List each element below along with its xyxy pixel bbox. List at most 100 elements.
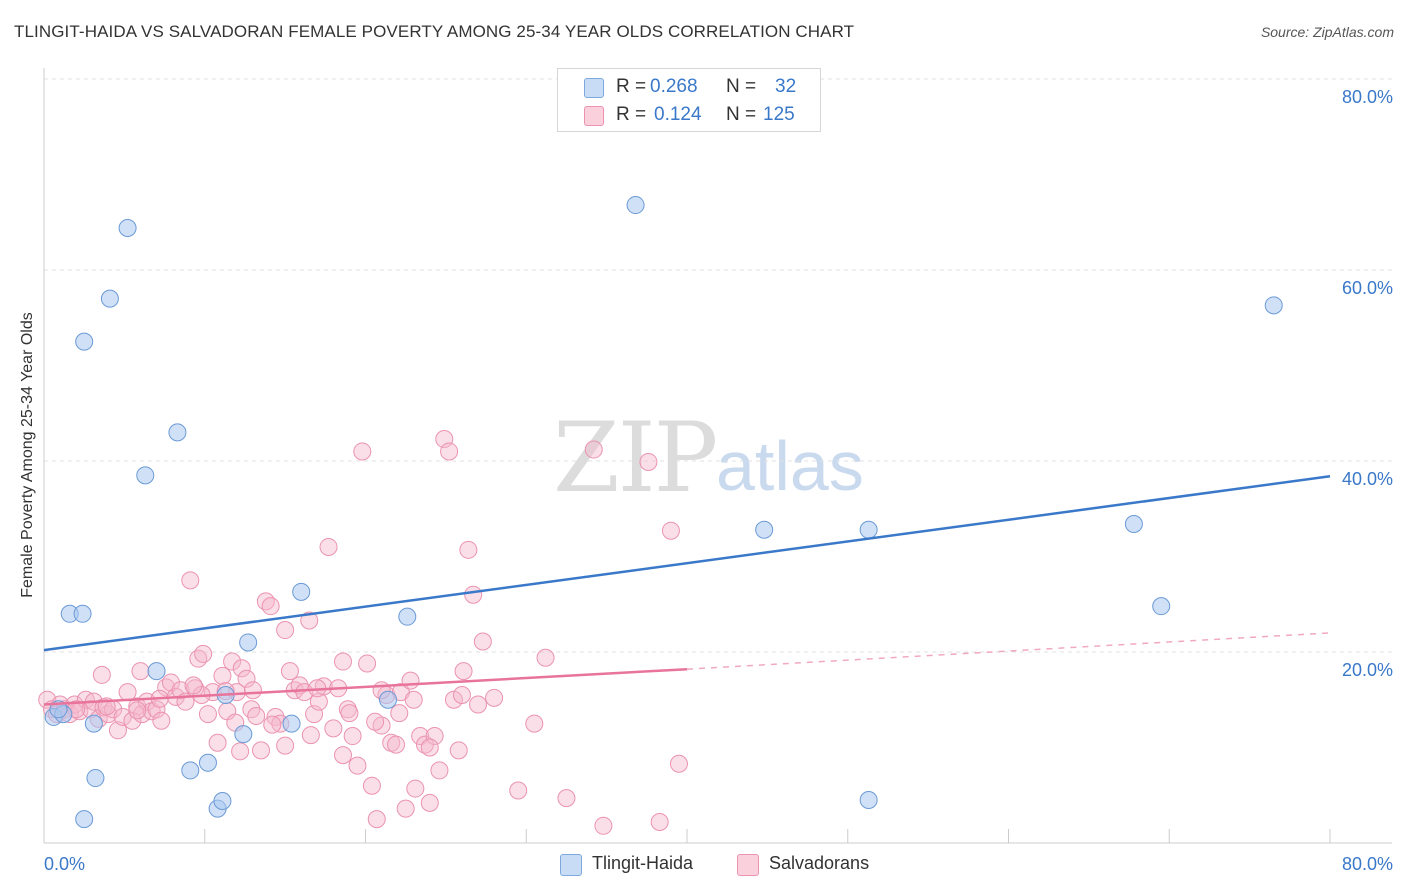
salvadorans-point <box>485 688 504 707</box>
tlingit-haida-point <box>75 810 94 829</box>
salvadorans-point <box>464 585 483 604</box>
y-tick-label: 80.0% <box>1342 87 1393 107</box>
salvadorans-point <box>536 648 555 667</box>
salvadorans-point <box>509 781 528 800</box>
salvadorans-point <box>256 592 275 611</box>
salvadorans-point <box>237 669 256 688</box>
salvadorans-point <box>362 776 381 795</box>
tlingit-haida-point <box>213 791 232 810</box>
chart-title: TLINGIT-HAIDA VS SALVADORAN FEMALE POVER… <box>14 22 855 41</box>
bottom-legend-label: Tlingit-Haida <box>592 853 694 873</box>
legend-r-value: 0.124 <box>654 104 702 125</box>
tlingit-haida-point <box>755 520 774 539</box>
tlingit-haida-point <box>859 520 878 539</box>
salvadorans-point <box>123 711 142 730</box>
salvadorans-point <box>411 727 430 746</box>
bottom-legend-label: Salvadorans <box>769 853 870 873</box>
salvadorans-point <box>390 704 409 723</box>
tlingit-haida-point <box>73 604 92 623</box>
source-credit: Source: ZipAtlas.com <box>1260 24 1394 40</box>
y-axis-label: Female Poverty Among 25-34 Year Olds <box>19 312 36 598</box>
salvadorans-point <box>525 714 544 733</box>
tlingit-haida-point <box>239 633 258 652</box>
salvadorans-point <box>184 676 203 695</box>
salvadorans-point <box>261 597 280 616</box>
salvadorans-point <box>198 705 217 724</box>
salvadorans-point <box>401 671 420 690</box>
salvadorans-point <box>454 662 473 681</box>
salvadorans-point <box>118 683 137 702</box>
salvadorans-point <box>343 727 362 746</box>
axes <box>43 68 1392 844</box>
tlingit-haida-point <box>75 332 94 351</box>
salvadorans-point <box>300 611 319 630</box>
salvadorans-point <box>128 701 147 720</box>
salvadorans-point <box>387 735 406 754</box>
salvadorans-point <box>276 736 295 755</box>
bottom-legend-swatch-pink <box>737 854 759 876</box>
salvadorans-point <box>319 537 338 556</box>
salvadorans-point <box>333 746 352 765</box>
legend-n-value: 32 <box>775 76 797 97</box>
salvadorans-point <box>430 761 449 780</box>
salvadorans-point <box>367 810 386 829</box>
x-tick-label-min: 0.0% <box>44 854 85 874</box>
tlingit-haida-point <box>1124 515 1143 534</box>
legend-row-salvadorans: R = 0.124 N = 125 <box>558 101 820 129</box>
tlingit-haida-point <box>181 761 200 780</box>
salvadorans-point <box>420 793 439 812</box>
legend: R = 0.268 N = 32 R = 0.124 N = 125 <box>557 68 821 132</box>
salvadorans-point <box>473 632 492 651</box>
salvadorans-point <box>420 738 439 757</box>
salvadorans-point <box>557 789 576 808</box>
salvadorans-point <box>452 685 471 704</box>
tlingit-haida-points <box>44 196 1283 829</box>
salvadorans-point <box>161 673 180 692</box>
salvadorans-point <box>194 644 213 663</box>
salvadorans-point <box>650 812 669 831</box>
tlingit-haida-point <box>168 423 187 442</box>
salvadorans-point <box>263 715 282 734</box>
salvadorans-point <box>594 816 613 835</box>
salvadorans-point <box>324 719 343 738</box>
tlingit-haida-point <box>118 218 137 237</box>
salvadorans-trend-line <box>43 667 688 706</box>
salvadorans-point <box>108 721 127 740</box>
legend-swatch-blue <box>584 78 604 98</box>
salvadorans-point <box>406 779 425 798</box>
tlingit-haida-point <box>282 714 301 733</box>
legend-n-label: N = <box>726 104 757 125</box>
legend-r-value: 0.268 <box>650 76 698 97</box>
salvadorans-point <box>280 662 299 681</box>
tlingit-haida-point <box>1264 296 1283 315</box>
legend-row-tlingit-haida: R = 0.268 N = 32 <box>558 73 820 101</box>
legend-r-label: R = <box>616 76 647 97</box>
tlingit-haida-point <box>84 714 103 733</box>
y-tick-label: 60.0% <box>1342 278 1393 298</box>
y-tick-label: 40.0% <box>1342 469 1393 489</box>
salvadorans-point <box>348 756 367 775</box>
salvadorans-point <box>223 652 242 671</box>
salvadorans-point <box>333 652 352 671</box>
tlingit-haida-point <box>234 725 253 744</box>
salvadorans-point <box>152 711 171 730</box>
salvadorans-point <box>92 665 111 684</box>
salvadorans-point <box>366 712 385 731</box>
salvadorans-point <box>131 662 150 681</box>
salvadorans-point <box>584 440 603 459</box>
salvadorans-point <box>353 442 372 461</box>
salvadorans-point <box>247 706 266 725</box>
tlingit-haida-point <box>136 466 155 485</box>
salvadorans-point <box>208 733 227 752</box>
tlingit-haida-point <box>86 769 105 788</box>
salvadorans-point <box>232 659 251 678</box>
bottom-legend-swatch-blue <box>560 854 582 876</box>
salvadorans-point <box>396 799 415 818</box>
x-tick-label-max: 80.0% <box>1342 854 1393 874</box>
tlingit-haida-point <box>398 607 417 626</box>
salvadorans-point <box>231 742 250 761</box>
salvadorans-point <box>404 690 423 709</box>
salvadorans-point <box>469 695 488 714</box>
watermark-atlas: atlas <box>716 427 864 505</box>
